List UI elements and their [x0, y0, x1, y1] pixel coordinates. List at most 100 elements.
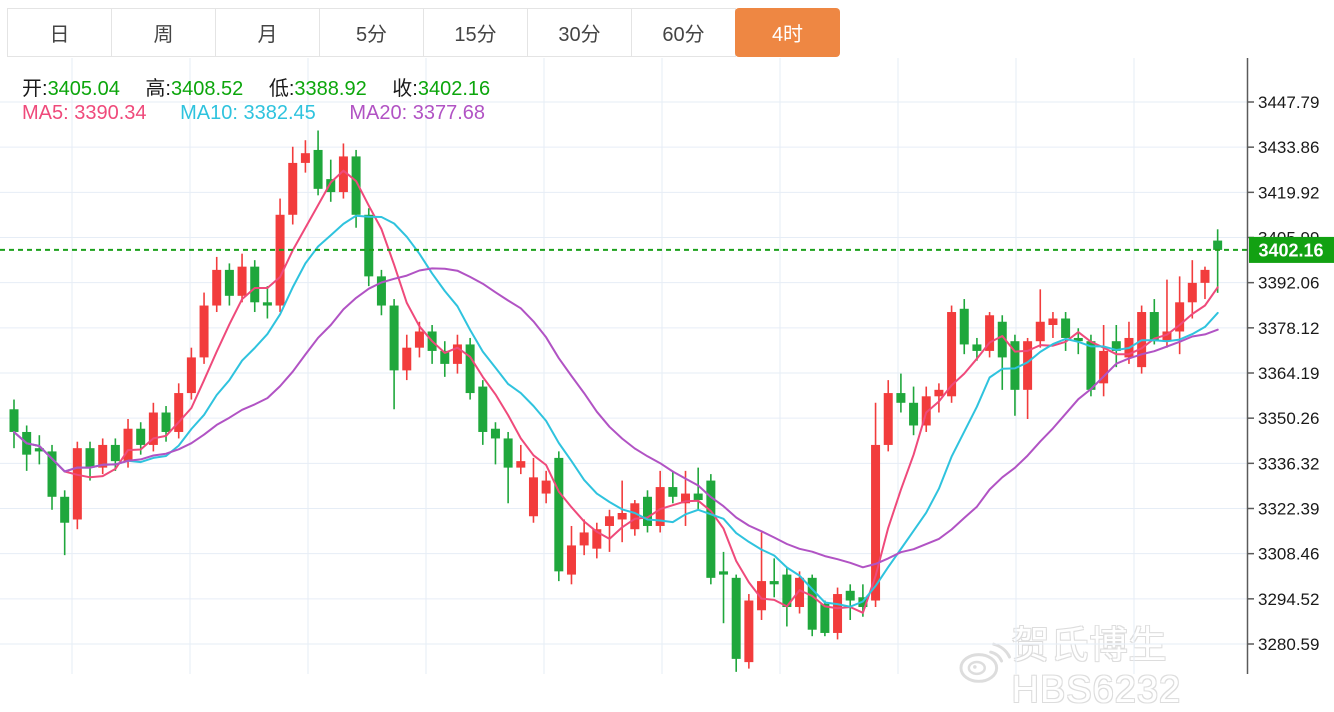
candle-body	[72, 448, 82, 520]
candle-body	[921, 396, 931, 426]
ma5-value: 3390.34	[74, 102, 147, 124]
candle-body	[1187, 282, 1197, 303]
candle-body	[681, 493, 691, 504]
ma10-group: MA10: 3382.45	[180, 102, 316, 124]
candle-body	[161, 412, 171, 432]
candle-body	[288, 162, 298, 215]
candle-body	[465, 344, 475, 394]
candle-body	[972, 344, 982, 351]
candle-body	[98, 444, 108, 468]
candle-body	[452, 344, 462, 364]
ma-legend: MA5: 3390.34 MA10: 3382.45 MA20: 3377.68	[22, 102, 513, 125]
candle-body	[528, 477, 538, 517]
ma-lines	[13, 169, 1219, 614]
high-value: 3408.52	[170, 78, 244, 100]
ohlc-legend: 开:3405.04 高:3408.52 低:3388.92 收:3402.16	[22, 72, 510, 101]
candle-body	[782, 574, 792, 608]
candle-body	[212, 269, 222, 306]
candle-body	[985, 315, 995, 351]
tab-5分[interactable]: 5分	[319, 8, 424, 57]
candles	[9, 130, 1223, 672]
candle-body	[237, 266, 247, 296]
tab-周[interactable]: 周	[111, 8, 216, 57]
candle-body	[123, 428, 133, 462]
candle-body	[604, 516, 614, 526]
candle-body	[820, 603, 830, 633]
candle-body	[630, 503, 640, 530]
candle-body	[1175, 302, 1185, 332]
candle-body	[1010, 341, 1020, 390]
low-value: 3388.92	[294, 78, 367, 100]
candle-body	[110, 444, 120, 462]
tab-60分[interactable]: 60分	[631, 8, 736, 57]
candle-body	[300, 153, 310, 163]
axis-label: 3280.59	[1258, 635, 1319, 654]
candle-body	[1061, 318, 1071, 338]
candle-body	[1023, 341, 1033, 390]
high-label: 高:	[145, 78, 171, 100]
candle-body	[1200, 269, 1210, 283]
candle-body	[224, 269, 234, 296]
low-group: 低:3388.92	[269, 78, 367, 100]
open-group: 开:3405.04	[22, 78, 120, 100]
tab-4时[interactable]: 4时	[735, 8, 840, 57]
candle-body	[136, 428, 146, 445]
open-value: 3405.04	[47, 78, 120, 100]
axis-label: 3392.06	[1258, 274, 1319, 293]
candle-body	[1048, 318, 1058, 325]
ma20-label: MA20:	[349, 102, 408, 124]
candle-body	[364, 214, 374, 277]
last-price-tag-bg	[1249, 236, 1334, 263]
candle-body	[541, 480, 551, 494]
close-group: 收:3402.16	[392, 78, 490, 100]
candle-body	[947, 312, 957, 397]
candle-body	[871, 444, 881, 601]
tab-日[interactable]: 日	[7, 8, 112, 57]
price-axis: 3447.793433.863419.923405.993392.063378.…	[1246, 58, 1319, 674]
candle-body	[402, 347, 412, 371]
candle-body	[250, 266, 260, 303]
candle-body	[769, 581, 779, 585]
candle-body	[440, 350, 450, 364]
candle-body	[490, 428, 500, 439]
candle-body	[47, 451, 57, 497]
tab-30分[interactable]: 30分	[527, 8, 632, 57]
candle-body	[909, 402, 919, 426]
candle-body	[60, 496, 70, 523]
candle-body	[668, 487, 678, 497]
ma10-label: MA10:	[180, 102, 238, 124]
candle-body	[503, 438, 513, 468]
candle-body	[326, 179, 336, 193]
tab-月[interactable]: 月	[215, 8, 320, 57]
close-value: 3402.16	[417, 78, 491, 100]
candlestick-chart[interactable]: 3447.793433.863419.923405.993392.063378.…	[0, 0, 1334, 674]
open-label: 开:	[22, 78, 48, 100]
candle-body	[566, 545, 576, 575]
candle-body	[148, 412, 158, 445]
candle-body	[997, 321, 1007, 358]
candle-body	[617, 513, 627, 520]
ma5-label: MA5:	[22, 102, 69, 124]
candle-body	[896, 393, 906, 403]
candle-body	[1099, 350, 1109, 384]
candle-body	[655, 487, 665, 526]
candle-body	[934, 389, 944, 397]
candle-body	[554, 457, 564, 572]
axis-label: 3364.19	[1258, 364, 1319, 383]
axis-label: 3378.12	[1258, 319, 1319, 338]
candle-body	[85, 448, 95, 468]
tab-15分[interactable]: 15分	[423, 8, 528, 57]
last-price-tag-text: 3402.16	[1258, 240, 1323, 260]
last-price-tag: 3402.16	[1249, 236, 1334, 263]
candle-body	[757, 581, 767, 611]
axis-label: 3336.32	[1258, 454, 1319, 473]
candle-body	[199, 305, 209, 358]
candle-body	[389, 305, 399, 371]
ma10-value: 3382.45	[243, 102, 316, 124]
candle-body	[338, 156, 348, 193]
candle-body	[807, 577, 817, 630]
ma10-line	[13, 214, 1219, 608]
candle-body	[744, 600, 754, 663]
candle-body	[579, 532, 589, 546]
low-label: 低:	[268, 78, 295, 100]
